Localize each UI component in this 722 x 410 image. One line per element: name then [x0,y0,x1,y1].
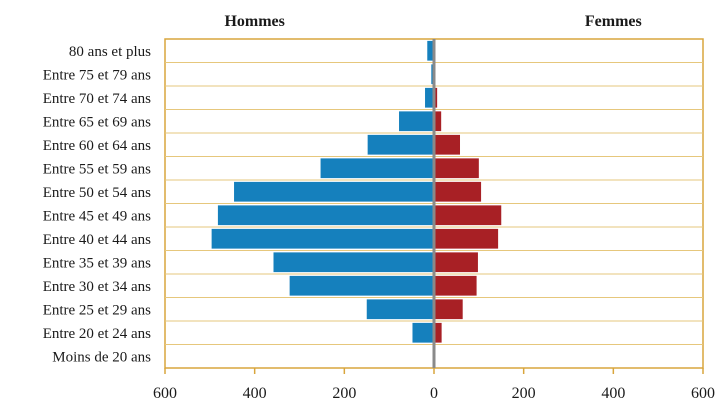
category-label: Moins de 20 ans [52,349,151,365]
category-label: Entre 20 et 24 ans [43,326,151,342]
bar-femmes-6 [434,158,479,179]
bar-femmes-4 [434,111,442,132]
category-label: Entre 25 et 29 ans [43,302,151,318]
category-label: Entre 40 et 44 ans [43,232,151,248]
bar-femmes-12 [434,299,463,320]
bar-hommes-5 [367,134,434,155]
category-label: Entre 35 et 39 ans [43,255,151,271]
category-label: Entre 70 et 74 ans [43,91,151,107]
bar-hommes-1 [427,40,434,61]
x-tick-label: 200 [332,385,356,402]
series-header-femmes: Femmes [585,13,642,30]
bar-femmes-10 [434,252,478,273]
x-tick-label: 600 [153,385,177,402]
category-label: 80 ans et plus [69,44,151,60]
x-tick-label: 400 [601,385,625,402]
bar-femmes-7 [434,181,482,202]
category-label: Entre 60 et 64 ans [43,138,151,154]
bar-hommes-7 [234,181,434,202]
x-tick-label: 200 [512,385,536,402]
bar-femmes-9 [434,228,499,249]
bar-hommes-10 [273,252,434,273]
category-label: Entre 50 et 54 ans [43,185,151,201]
bar-femmes-8 [434,205,502,226]
x-tick-label: 600 [691,385,715,402]
x-tick-label: 0 [430,385,438,402]
bar-hommes-4 [399,111,434,132]
bar-femmes-11 [434,275,477,296]
bar-femmes-3 [434,87,438,108]
bar-hommes-11 [289,275,434,296]
category-label: Entre 55 et 59 ans [43,161,151,177]
category-label: Entre 45 et 49 ans [43,208,151,224]
bar-femmes-13 [434,322,442,343]
bar-hommes-3 [425,87,434,108]
bar-hommes-12 [366,299,434,320]
x-tick-label: 400 [243,385,267,402]
bar-hommes-6 [320,158,434,179]
category-label: Entre 65 et 69 ans [43,114,151,130]
category-label: Entre 30 et 34 ans [43,279,151,295]
category-label: Entre 75 et 79 ans [43,67,151,83]
bar-hommes-13 [412,322,434,343]
series-header-hommes: Hommes [224,13,284,30]
bar-hommes-9 [211,228,434,249]
bar-femmes-5 [434,134,461,155]
bar-hommes-8 [217,205,434,226]
